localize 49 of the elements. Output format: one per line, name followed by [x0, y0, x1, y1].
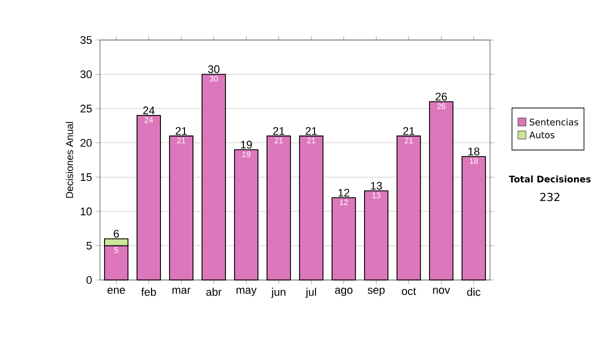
x-tick-label: sep [368, 288, 385, 296]
x-tick-label: jul [305, 288, 316, 298]
data-label: 19 [242, 151, 250, 158]
data-label: 5 [114, 247, 118, 253]
x-tick-label: jun [271, 288, 286, 298]
data-label: 18 [470, 158, 478, 164]
x-tick-label: ago [335, 288, 352, 296]
x-tick-label: may [236, 288, 257, 296]
total-label: 18 [468, 148, 480, 156]
x-tick-label: abr [206, 288, 222, 296]
total-label: 6 [114, 230, 119, 238]
total-label: 19 [240, 140, 252, 149]
total-label: 12 [338, 188, 350, 197]
x-tick-label: dic [467, 288, 480, 296]
data-label: 21 [177, 138, 186, 144]
y-axis-title: Decisiones Anual [66, 122, 74, 198]
legend-label: Autos [529, 132, 554, 138]
total-label: 21 [403, 127, 414, 135]
total-label: 26 [436, 92, 447, 101]
x-tick-label: nov [433, 288, 450, 294]
y-tick-label: 15 [80, 173, 92, 181]
data-label: 24 [144, 117, 153, 123]
y-tick-label: 25 [80, 104, 92, 112]
y-tick-label: 10 [80, 208, 92, 216]
total-label: 21 [306, 127, 317, 135]
total-label: 24 [143, 106, 155, 114]
data-label: 30 [210, 76, 218, 82]
y-tick-label: 30 [80, 70, 92, 78]
x-tick-label: mar [172, 288, 191, 294]
y-tick-label: 5 [86, 242, 92, 250]
data-label: 26 [437, 103, 446, 110]
data-label: 21 [274, 138, 283, 144]
y-tick-label: 0 [86, 276, 92, 284]
total-label: 13 [370, 182, 382, 190]
total-label: 30 [208, 65, 220, 74]
x-tick-label: oct [402, 288, 416, 296]
total-label: 21 [273, 127, 284, 135]
data-label: 13 [372, 192, 380, 198]
data-label: 21 [307, 138, 316, 144]
total-label: 21 [176, 127, 187, 135]
text: 232 [540, 192, 560, 202]
legend-label: Sentencias [530, 118, 578, 126]
x-tick-label: ene [108, 288, 125, 294]
x-tick-label: feb [141, 288, 156, 296]
text: Total Decisiones [508, 176, 591, 182]
data-label: 21 [404, 138, 413, 144]
y-tick-label: 35 [80, 36, 92, 44]
data-label: 12 [340, 199, 348, 205]
y-tick-label: 20 [80, 138, 92, 147]
